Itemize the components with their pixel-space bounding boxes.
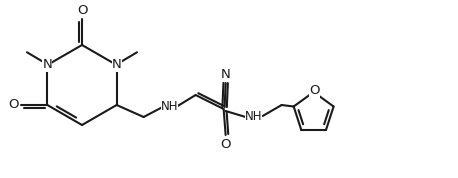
Text: O: O bbox=[310, 85, 320, 98]
Text: N: N bbox=[43, 59, 52, 72]
Text: N: N bbox=[221, 67, 230, 80]
Text: NH: NH bbox=[161, 101, 179, 114]
Text: O: O bbox=[77, 4, 87, 17]
Text: N: N bbox=[112, 59, 121, 72]
Text: O: O bbox=[220, 138, 231, 151]
Text: O: O bbox=[8, 98, 19, 111]
Text: NH: NH bbox=[245, 111, 262, 124]
